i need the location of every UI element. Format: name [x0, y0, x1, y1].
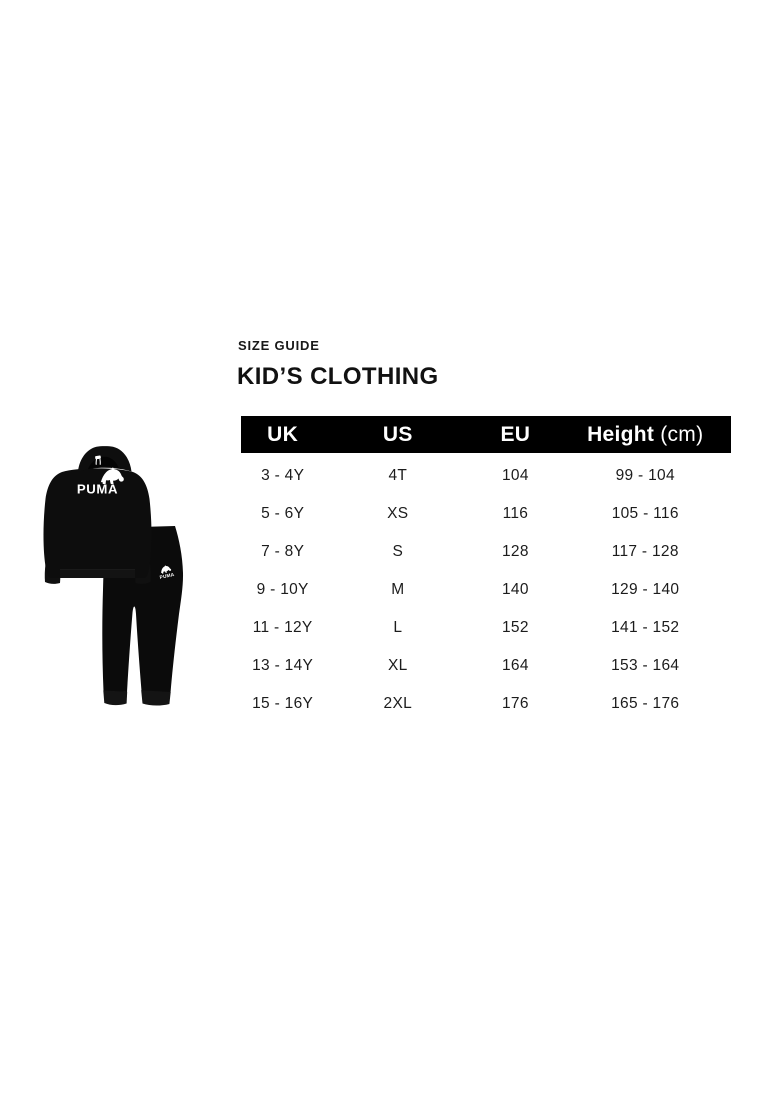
- chest-logo-text: PUMA: [77, 482, 118, 497]
- hoodie-hem-band: [60, 569, 135, 578]
- header-cell-eu: EU: [500, 422, 531, 446]
- pants-cuff-right: [141, 690, 171, 706]
- table-row: 7 - 8Y S 128 117 - 128: [241, 533, 731, 571]
- cell-eu: 140: [502, 581, 529, 598]
- cell-us: 4T: [388, 467, 408, 484]
- cell-eu: 116: [502, 505, 529, 522]
- cell-eu: 128: [502, 543, 529, 560]
- cell-us: L: [393, 619, 403, 636]
- cell-eu: 164: [502, 657, 529, 674]
- cell-eu: 176: [502, 695, 529, 712]
- pants-cuff-left: [103, 690, 128, 706]
- product-image: PUMA PUMA: [38, 442, 188, 710]
- header-cell-us: US: [382, 422, 413, 446]
- cell-height: 153 - 164: [611, 657, 680, 674]
- cell-uk: 13 - 14Y: [252, 657, 314, 674]
- header-cell-height: Height (cm): [559, 423, 731, 447]
- cell-uk: 15 - 16Y: [252, 695, 314, 712]
- size-table: UK US EU Height (cm) 3 - 4Y 4T 104 99 - 1…: [241, 416, 731, 723]
- table-row: 15 - 16Y 2XL 176 165 - 176: [241, 685, 731, 723]
- header-height-label: Height: [587, 422, 655, 446]
- header-height-unit: (cm): [660, 422, 704, 446]
- cell-height: 105 - 116: [611, 505, 679, 522]
- cell-us: XS: [387, 505, 409, 522]
- cell-us: M: [391, 581, 405, 598]
- pants-puma-logo-icon: PUMA: [159, 564, 175, 581]
- cell-height: 117 - 128: [611, 543, 679, 560]
- hoodie-body: [43, 468, 152, 578]
- cell-us: S: [392, 543, 404, 560]
- table-row: 13 - 14Y XL 164 153 - 164: [241, 647, 731, 685]
- cell-eu: 104: [502, 467, 529, 484]
- cell-height: 141 - 152: [611, 619, 680, 636]
- cell-height: 129 - 140: [611, 581, 680, 598]
- hood-opening-shadow: [88, 456, 119, 470]
- cell-eu: 152: [502, 619, 529, 636]
- hood-drawcords: [95, 455, 101, 465]
- chest-puma-logo-icon: PUMA: [77, 467, 124, 497]
- cell-height: 165 - 176: [611, 695, 680, 712]
- cell-uk: 5 - 6Y: [261, 505, 305, 522]
- table-row: 3 - 4Y 4T 104 99 - 104: [241, 457, 731, 495]
- tracksuit-illustration: PUMA PUMA: [43, 446, 184, 706]
- cell-uk: 3 - 4Y: [261, 467, 305, 484]
- cell-uk: 11 - 12Y: [252, 619, 313, 636]
- cell-us: 2XL: [383, 695, 413, 712]
- header-cell-uk: UK: [267, 422, 299, 446]
- cell-uk: 7 - 8Y: [261, 543, 305, 560]
- cell-us: XL: [388, 657, 408, 674]
- pants-logo-text: PUMA: [159, 572, 175, 581]
- table-header-row: UK US EU Height (cm): [241, 416, 731, 453]
- table-row: 11 - 12Y L 152 141 - 152: [241, 609, 731, 647]
- size-guide-label: SIZE GUIDE: [238, 338, 320, 353]
- hoodie: PUMA: [43, 446, 152, 584]
- table-body: 3 - 4Y 4T 104 99 - 104 5 - 6Y XS 116 105…: [241, 453, 731, 723]
- page-title: KID’S CLOTHING: [237, 363, 439, 390]
- table-row: 5 - 6Y XS 116 105 - 116: [241, 495, 731, 533]
- table-row: 9 - 10Y M 140 129 - 140: [241, 571, 731, 609]
- cell-uk: 9 - 10Y: [256, 581, 309, 598]
- cell-height: 99 - 104: [615, 467, 675, 484]
